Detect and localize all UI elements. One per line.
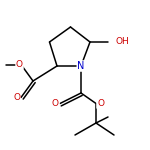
Text: OH: OH <box>116 38 129 46</box>
Text: O: O <box>52 99 59 108</box>
Text: N: N <box>77 61 85 71</box>
Text: O: O <box>13 93 20 102</box>
Text: O: O <box>16 60 23 69</box>
Text: O: O <box>97 99 104 108</box>
